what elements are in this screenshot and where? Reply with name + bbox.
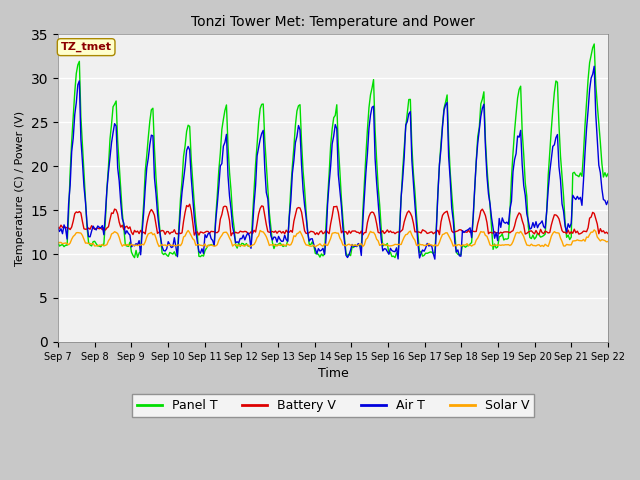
Air T bbox=[246, 233, 253, 239]
Air T bbox=[590, 63, 598, 69]
Air T bbox=[604, 198, 612, 204]
Air T bbox=[575, 196, 583, 202]
Line: Solar V: Solar V bbox=[58, 230, 608, 247]
Solar V bbox=[203, 244, 211, 250]
Battery V bbox=[239, 229, 247, 235]
Air T bbox=[236, 236, 244, 241]
Air T bbox=[122, 231, 129, 237]
Battery V bbox=[227, 233, 235, 239]
Panel T bbox=[131, 255, 138, 261]
Air T bbox=[294, 122, 302, 128]
Solar V bbox=[604, 239, 612, 244]
Line: Battery V: Battery V bbox=[58, 204, 608, 236]
Air T bbox=[54, 225, 61, 231]
Solar V bbox=[238, 242, 246, 248]
Battery V bbox=[604, 231, 612, 237]
Panel T bbox=[238, 240, 246, 246]
Air T bbox=[431, 256, 438, 262]
Battery V bbox=[122, 224, 129, 230]
Battery V bbox=[577, 231, 584, 237]
Panel T bbox=[220, 117, 227, 122]
Solar V bbox=[247, 243, 255, 249]
Battery V bbox=[220, 204, 227, 210]
Battery V bbox=[54, 225, 61, 230]
Battery V bbox=[186, 201, 193, 207]
Title: Tonzi Tower Met: Temperature and Power: Tonzi Tower Met: Temperature and Power bbox=[191, 15, 475, 29]
Panel T bbox=[247, 244, 255, 250]
Solar V bbox=[220, 230, 227, 236]
Legend: Panel T, Battery V, Air T, Solar V: Panel T, Battery V, Air T, Solar V bbox=[131, 394, 534, 417]
Battery V bbox=[298, 209, 305, 215]
Solar V bbox=[122, 242, 129, 248]
Solar V bbox=[54, 240, 61, 246]
Panel T bbox=[590, 41, 598, 47]
Panel T bbox=[575, 174, 583, 180]
Line: Air T: Air T bbox=[58, 66, 608, 259]
Line: Panel T: Panel T bbox=[58, 44, 608, 258]
Text: TZ_tmet: TZ_tmet bbox=[61, 42, 111, 52]
Panel T bbox=[604, 171, 612, 177]
Y-axis label: Temperature (C) / Power (V): Temperature (C) / Power (V) bbox=[15, 110, 25, 266]
Panel T bbox=[54, 240, 61, 245]
Panel T bbox=[296, 102, 304, 108]
Solar V bbox=[296, 228, 304, 234]
Battery V bbox=[249, 231, 257, 237]
X-axis label: Time: Time bbox=[317, 367, 348, 380]
Air T bbox=[218, 161, 226, 167]
Solar V bbox=[590, 227, 598, 233]
Panel T bbox=[122, 242, 129, 248]
Solar V bbox=[575, 238, 583, 243]
